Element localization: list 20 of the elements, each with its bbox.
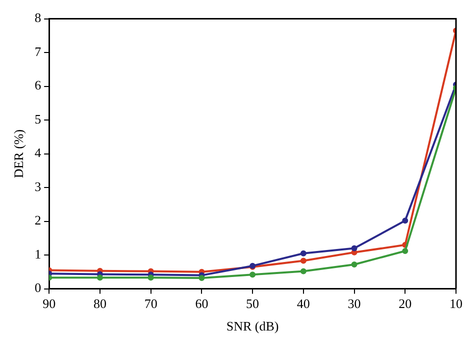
x-tick-label: 60 — [195, 296, 208, 312]
y-tick-label: 4 — [34, 145, 42, 160]
y-axis-title: DER (%) — [11, 129, 26, 178]
x-tick-label: 50 — [246, 296, 260, 312]
x-tick-label: 20 — [398, 296, 412, 312]
x-tick-label: 30 — [348, 296, 361, 312]
y-tick-label: 3 — [34, 178, 42, 194]
y-tick-label: 8 — [34, 10, 42, 26]
y-tick-label: 6 — [34, 78, 42, 93]
x-tick-label: 40 — [296, 296, 310, 312]
x-axis-title: SNR (dB) — [226, 318, 279, 334]
y-tick-label: 0 — [34, 280, 42, 296]
y-tick-label: 1 — [34, 246, 42, 262]
y-tick-label: 7 — [34, 44, 42, 59]
x-tick-label: 80 — [93, 296, 106, 312]
x-tick-label: 10 — [450, 296, 462, 312]
y-tick-label: 2 — [34, 212, 42, 228]
x-tick-label: 70 — [144, 296, 158, 312]
y-tick-label: 5 — [34, 111, 42, 126]
x-tick-label: 90 — [42, 296, 56, 312]
